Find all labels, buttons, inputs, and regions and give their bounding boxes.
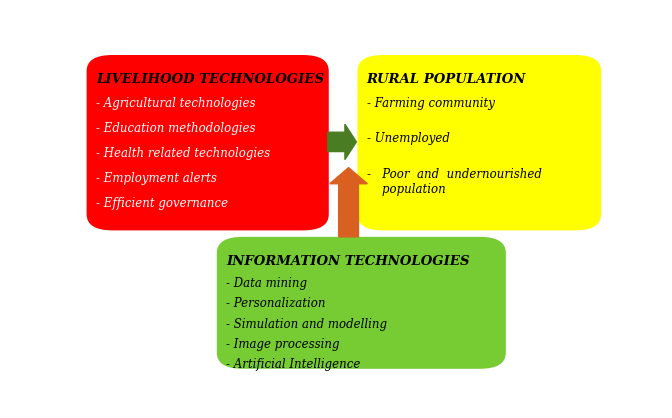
Text: - Personalization: - Personalization xyxy=(226,297,326,310)
FancyBboxPatch shape xyxy=(217,237,506,369)
Text: - Image processing: - Image processing xyxy=(226,338,339,351)
Text: - Unemployed: - Unemployed xyxy=(367,132,450,145)
FancyBboxPatch shape xyxy=(87,55,329,230)
Text: LIVELIHOOD TECHNOLOGIES: LIVELIHOOD TECHNOLOGIES xyxy=(96,73,324,86)
Text: INFORMATION TECHNOLOGIES: INFORMATION TECHNOLOGIES xyxy=(226,255,470,268)
Text: - Health related technologies: - Health related technologies xyxy=(96,147,270,160)
Text: - Education methodologies: - Education methodologies xyxy=(96,122,255,135)
Text: - Agricultural technologies: - Agricultural technologies xyxy=(96,97,255,110)
FancyArrow shape xyxy=(328,124,356,160)
Text: - Simulation and modelling: - Simulation and modelling xyxy=(226,318,387,331)
Text: - Efficient governance: - Efficient governance xyxy=(96,197,228,210)
Text: - Artificial Intelligence: - Artificial Intelligence xyxy=(226,358,361,371)
Text: - Data mining: - Data mining xyxy=(226,277,307,290)
Text: -   Poor  and  undernourished
    population: - Poor and undernourished population xyxy=(367,168,542,196)
FancyArrow shape xyxy=(330,168,368,237)
FancyBboxPatch shape xyxy=(358,55,601,230)
Text: - Farming community: - Farming community xyxy=(367,97,495,110)
Text: - Employment alerts: - Employment alerts xyxy=(96,172,217,185)
Text: RURAL POPULATION: RURAL POPULATION xyxy=(367,73,526,86)
